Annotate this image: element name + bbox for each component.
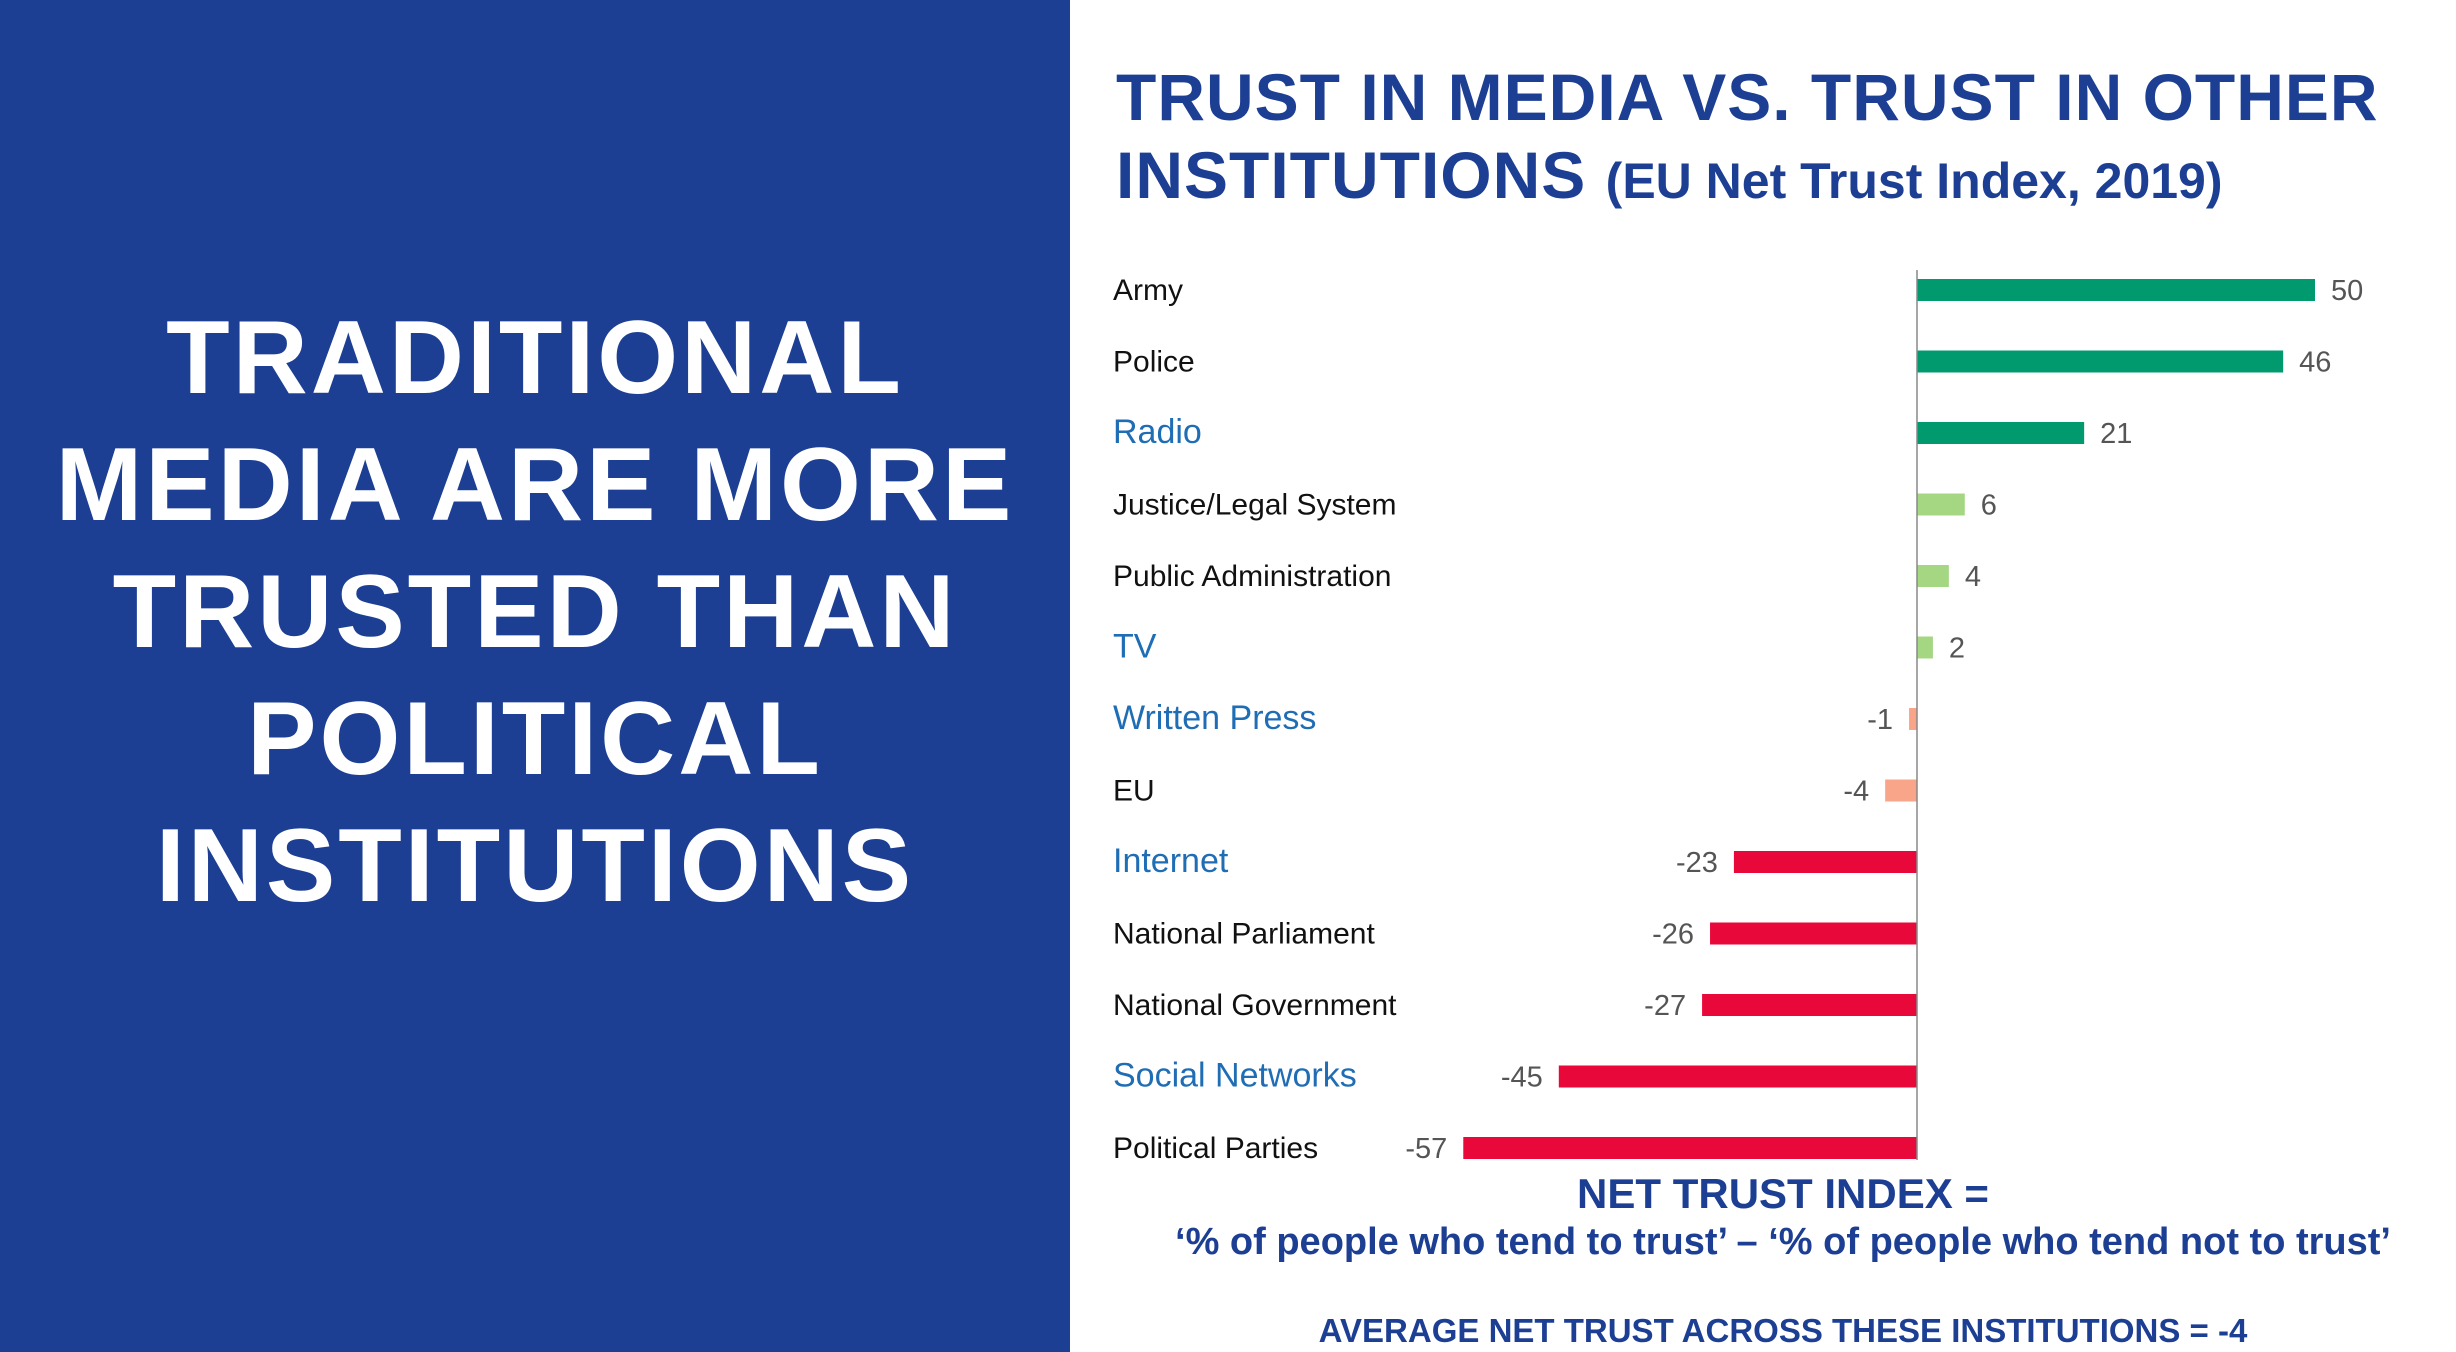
bar	[1917, 636, 1933, 659]
data-label: -23	[1676, 847, 1718, 879]
headline-line: TRADITIONAL	[166, 300, 904, 416]
category-label: Social Networks	[1113, 1057, 1357, 1095]
category-label: National Government	[1113, 989, 1397, 1022]
data-label: 4	[1965, 561, 1981, 593]
data-label: -26	[1652, 919, 1694, 951]
bar	[1463, 1137, 1917, 1159]
bar	[1917, 493, 1965, 516]
title-line-1: TRUST IN MEDIA VS. TRUST IN OTHER	[1116, 60, 2379, 134]
formula-definition: ‘% of people who tend to trust’ – ‘% of …	[1175, 1221, 2391, 1263]
bar	[1558, 1065, 1917, 1088]
data-label: 21	[2100, 418, 2132, 450]
data-label: -45	[1501, 1062, 1543, 1094]
bar	[1917, 350, 2284, 373]
category-label: Radio	[1113, 413, 1202, 451]
data-label: -1	[1867, 704, 1893, 736]
category-label: Political Parties	[1113, 1132, 1318, 1160]
category-label: Written Press	[1113, 699, 1316, 737]
category-label: National Parliament	[1113, 918, 1375, 951]
title-line-2: INSTITUTIONS	[1116, 138, 1587, 212]
formula: NET TRUST INDEX = ‘% of people who tend …	[1110, 1170, 2456, 1266]
data-label: -4	[1843, 776, 1869, 808]
formula-title: NET TRUST INDEX =	[1577, 1170, 1989, 1217]
headline-line: TRUSTED THAN	[112, 554, 958, 670]
average-note: AVERAGE NET TRUST ACROSS THESE INSTITUTI…	[1318, 1312, 2248, 1349]
bar	[1733, 851, 1917, 873]
headline-line: POLITICAL	[247, 681, 823, 797]
data-label: 6	[1981, 490, 1997, 522]
bar	[1917, 422, 2085, 444]
bar	[1917, 279, 2315, 301]
data-label: -27	[1644, 990, 1686, 1022]
headline-line: MEDIA ARE MORE	[55, 427, 1015, 543]
category-label: Police	[1113, 346, 1195, 379]
bar	[1702, 994, 1917, 1016]
data-label: 46	[2299, 347, 2331, 379]
bar	[1917, 565, 1949, 587]
category-label: Army	[1113, 274, 1183, 307]
headline-panel: TRADITIONAL MEDIA ARE MORE TRUSTED THAN …	[0, 0, 1070, 1352]
data-label: -57	[1405, 1133, 1447, 1160]
bar	[1885, 779, 1917, 802]
chart-title: TRUST IN MEDIA VS. TRUST IN OTHER INSTIT…	[1116, 58, 2379, 220]
data-label: 2	[1949, 633, 1965, 665]
headline: TRADITIONAL MEDIA ARE MORE TRUSTED THAN …	[0, 295, 1070, 930]
category-label: Public Administration	[1113, 560, 1391, 593]
category-label: TV	[1113, 628, 1157, 666]
bar	[1909, 708, 1917, 730]
title-subtitle: (EU Net Trust Index, 2019)	[1605, 153, 2223, 209]
category-label: EU	[1113, 775, 1155, 808]
headline-line: INSTITUTIONS	[155, 808, 915, 924]
data-label: 50	[2331, 275, 2363, 307]
category-label: Internet	[1113, 842, 1229, 880]
bar	[1710, 922, 1917, 945]
category-label: Justice/Legal System	[1113, 489, 1396, 522]
